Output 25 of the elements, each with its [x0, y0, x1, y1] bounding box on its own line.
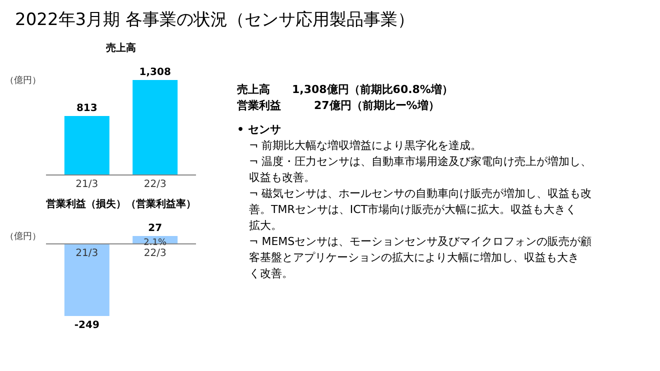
chart-title: 営業利益（損失）（営業利益率）: [46, 198, 196, 210]
data-label: 1,308: [139, 67, 171, 78]
x-tick-label: 22/3: [144, 179, 166, 190]
text: ¬ 前期比大幅な増収増益により黒字化を達成。: [249, 139, 482, 152]
data-label: -249: [74, 320, 100, 331]
y-axis-title: （億円）: [5, 231, 41, 242]
x-tick-label: 21/3: [76, 179, 98, 190]
x-tick-label: 21/3: [76, 248, 98, 259]
y-axis-title: （億円）: [5, 75, 41, 86]
text: 善。TMRセンサは、ICT市場向け販売が大幅に拡大。収益も大きく: [249, 203, 576, 216]
x-tick-label: 22/3: [144, 248, 166, 259]
data-label: 27: [148, 223, 162, 234]
text: • センサ: [237, 123, 281, 136]
chart-title: 売上高: [106, 42, 136, 54]
text: 拡大。: [249, 219, 282, 232]
text: 売上高 1,308億円（前期比60.8%増）: [237, 83, 453, 96]
data-label: 813: [76, 102, 98, 114]
text: 客基盤とアプリケーションの拡大により大幅に増加し、収益も大き: [249, 251, 579, 264]
text: 収益も改善。: [249, 171, 315, 184]
text: ¬ 温度・圧力センサは、自動車市場用途及び家電向け売上が増加し、: [249, 155, 592, 168]
text: ¬ 磁気センサは、ホールセンサの自動車向け販売が増加し、収益も改: [249, 187, 592, 200]
text: 2022年3月期 各事業の状況（センサ応用製品事業）: [15, 10, 414, 30]
text: 営業利益 27億円（前期比ー%増）: [237, 99, 440, 112]
text: く改善。: [249, 267, 293, 280]
text: ¬ MEMSセンサは、モーションセンサ及びマイクロフォンの販売が顧: [249, 235, 592, 248]
